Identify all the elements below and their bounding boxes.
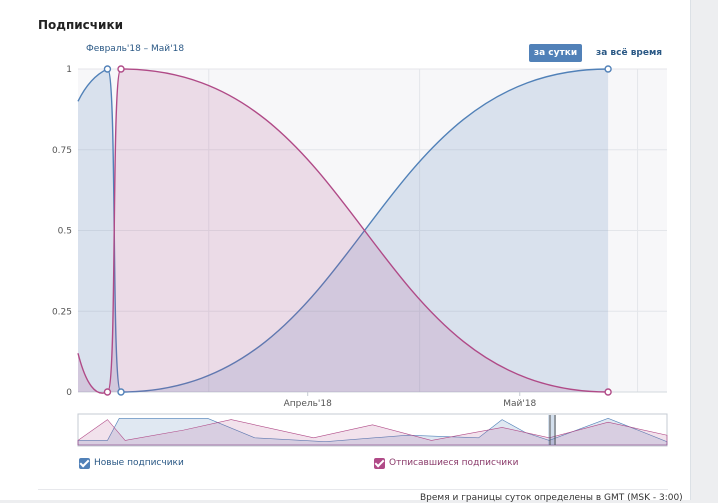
- navigator-range-selector: [548, 415, 556, 445]
- data-point-new: [604, 65, 612, 73]
- legend-unsubscribed[interactable]: Отписавшиеся подписчики: [374, 456, 518, 470]
- per-day-button[interactable]: за сутки: [529, 44, 582, 62]
- divider: [38, 489, 668, 490]
- period-label: Февраль'18 – Май'18: [86, 44, 185, 54]
- checkbox-checked-icon[interactable]: [79, 457, 90, 469]
- navigator-series-new: [77, 417, 668, 446]
- subscribers-chart[interactable]: 0 0.25 0.5 0.75 1 Апрель'18 Май'18: [0, 0, 690, 450]
- y-tick-label: 0.75: [52, 146, 72, 156]
- legend-new-subscribers[interactable]: Новые подписчики: [79, 456, 184, 470]
- range-navigator: [77, 413, 668, 447]
- checkbox-checked-icon[interactable]: [374, 457, 385, 469]
- section-title: Подписчики: [38, 18, 123, 32]
- legend-new-label: Новые подписчики: [94, 458, 184, 468]
- area-fill-new: [78, 69, 609, 392]
- y-tick-label: 0: [66, 388, 72, 398]
- y-tick-label: 0.5: [58, 227, 72, 237]
- navigator-series-unsubscribed: [77, 419, 668, 446]
- data-point-unsubscribed: [103, 388, 112, 396]
- y-tick-label: 0.25: [52, 307, 72, 317]
- chart-grid: [78, 68, 667, 393]
- subscribers-card: Подписчики Февраль'18 – Май'18 за сутки …: [0, 0, 691, 500]
- timezone-note: Время и границы суток определены в GMT (…: [420, 493, 683, 503]
- x-tick-label: Апрель'18: [284, 399, 333, 409]
- x-axis-labels: Апрель'18 Май'18: [284, 392, 537, 409]
- data-point-new: [103, 65, 112, 73]
- all-time-button[interactable]: за всё время: [596, 48, 663, 58]
- area-fill-unsubscribed: [78, 69, 609, 394]
- x-tick-label: Май'18: [503, 399, 536, 409]
- data-point-new: [117, 388, 125, 396]
- navigator-frame: [77, 413, 668, 447]
- data-point-unsubscribed: [117, 65, 125, 73]
- chart-points: [103, 65, 612, 396]
- legend-unsub-label: Отписавшиеся подписчики: [389, 458, 519, 468]
- data-point-unsubscribed: [604, 388, 612, 396]
- y-axis-labels: 0 0.25 0.5 0.75 1: [52, 65, 72, 398]
- y-tick-label: 1: [66, 65, 72, 75]
